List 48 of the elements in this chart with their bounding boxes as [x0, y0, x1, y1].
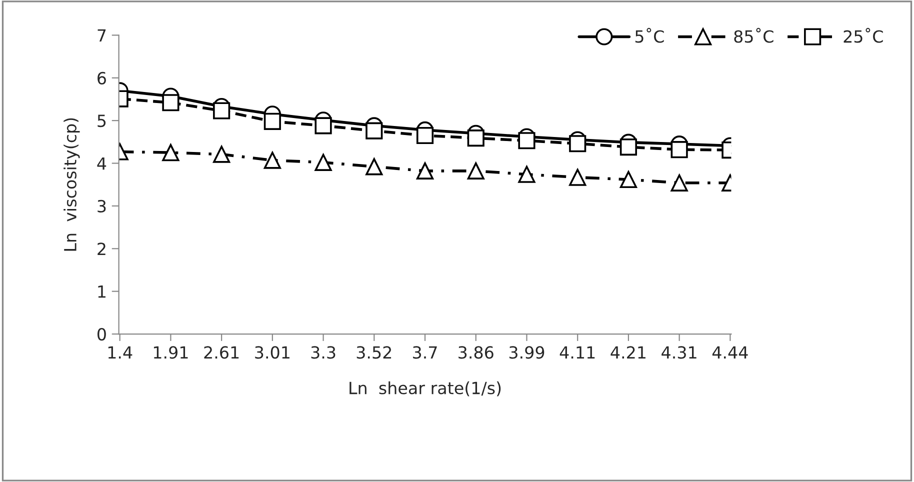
legend-label: 25˚C	[844, 28, 883, 43]
x-axis-title: Ln shear rate(1/s)	[350, 381, 501, 396]
y-tick-label: 5	[98, 114, 106, 128]
point	[467, 130, 484, 147]
point	[213, 146, 230, 163]
point	[213, 102, 230, 120]
y-tick-label: 0	[98, 328, 106, 341]
x-tick-label: 3.3	[311, 346, 336, 359]
x-tick-label: 2.61	[204, 346, 239, 359]
y-tick-label: 1	[98, 286, 106, 298]
point	[569, 168, 586, 186]
point	[620, 170, 637, 188]
x-tick-label: 3.01	[255, 346, 290, 359]
x-tick-label: 3.52	[356, 346, 392, 359]
point	[264, 112, 281, 130]
legend-label: 5˚C	[635, 28, 664, 43]
x-tick-label: 4.44	[712, 346, 748, 358]
x-tick-label: 3.86	[458, 346, 494, 359]
y-tick-label: 3	[98, 200, 106, 213]
point	[569, 135, 586, 152]
point	[620, 138, 637, 156]
point	[314, 117, 332, 134]
x-tick-label: 4.31	[662, 346, 696, 359]
point	[518, 132, 536, 150]
y-axis-title: Ln viscosity(cp)	[64, 118, 80, 251]
x-tick-label: 1.91	[154, 346, 188, 359]
y-tick-label: 2	[98, 242, 106, 255]
point	[518, 166, 536, 183]
point	[670, 141, 688, 158]
point	[314, 154, 332, 171]
x-tick-label: 3.7	[413, 346, 437, 359]
point	[416, 126, 434, 144]
legend-label: 85˚C	[734, 28, 774, 43]
x-tick-label: 4.21	[610, 346, 646, 358]
x-tick-label: 4.11	[560, 346, 595, 358]
point	[264, 152, 281, 169]
point	[162, 144, 180, 162]
y-tick-label: 6	[98, 72, 106, 84]
point	[366, 122, 383, 140]
point	[467, 162, 484, 180]
point	[366, 158, 383, 176]
point	[162, 94, 180, 112]
y-tick-label: 7	[98, 29, 106, 42]
x-tick-label: 1.4	[108, 346, 132, 358]
x-tick-label: 3.99	[509, 346, 544, 359]
point	[670, 174, 688, 192]
point	[416, 162, 434, 180]
y-tick-label: 4	[97, 157, 106, 170]
